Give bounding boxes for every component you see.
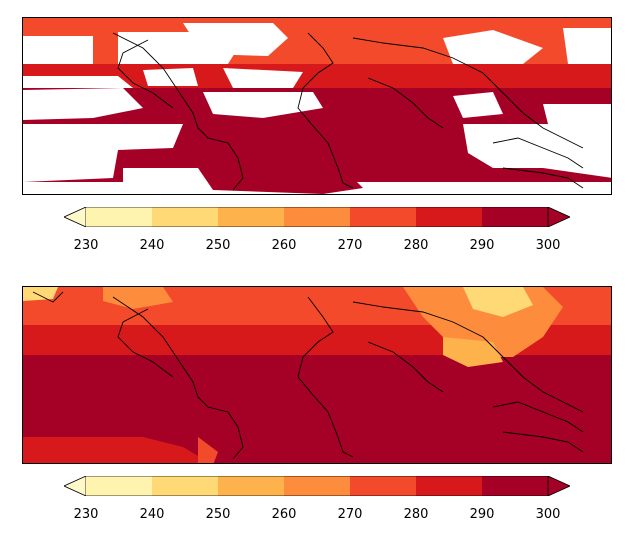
top-tick-label-6: 290 [469,238,495,253]
bottom-map-svg [23,287,611,463]
top-colorbar-tick-labels: 230 240 250 260 270 280 290 300 [64,238,570,254]
top-map-gap-13 [23,124,183,182]
bottom-tick-label-5: 280 [403,507,429,522]
bottom-map-tibet [443,337,503,367]
bottom-tick-label-4: 270 [337,507,363,522]
top-colorbar-under-arrow [64,207,87,227]
top-colorbar-bin-2 [152,207,218,227]
bottom-colorbar-bin-5 [350,476,416,496]
top-colorbar-bin-5 [350,207,416,227]
top-tick-label-7: 300 [535,238,561,253]
bottom-map-south-pacific [23,437,210,463]
top-map-gap-11 [453,92,503,118]
bottom-colorbar-tick-labels: 230 240 250 260 270 280 290 300 [64,507,570,523]
top-colorbar-bin-4 [284,207,350,227]
top-tick-label-5: 280 [403,238,429,253]
top-map-gap-9 [23,88,143,120]
top-map-band-south-extra [198,168,363,194]
bottom-map-canada [103,287,173,309]
bottom-colorbar-bin-3 [218,476,284,496]
top-map-gap-4 [443,30,543,64]
bottom-tick-label-3: 260 [271,507,297,522]
top-colorbar-over-arrow [547,207,570,227]
top-map-gap-10 [203,92,323,118]
top-map-panel [22,17,612,195]
bottom-colorbar-bin-1 [86,476,152,496]
top-colorbar [64,207,570,227]
bottom-map-coastlines [32,291,584,460]
bottom-tick-label-0: 230 [73,507,99,522]
bottom-colorbar [64,476,570,496]
bottom-map-panel [22,286,612,464]
top-colorbar-bin-7 [482,207,548,227]
top-tick-label-0: 230 [73,238,99,253]
top-tick-label-4: 270 [337,238,363,253]
bottom-tick-label-6: 290 [469,507,495,522]
top-map-gap-6 [23,76,133,88]
top-map-gap-14 [463,124,611,178]
top-map-coastlines [112,32,584,191]
bottom-map-greenland-cool [23,287,58,301]
top-colorbar-bin-3 [218,207,284,227]
top-tick-label-1: 240 [139,238,165,253]
top-map-gap-3 [183,23,288,56]
top-tick-label-3: 260 [271,238,297,253]
bottom-map-tropics [23,382,611,432]
bottom-map-south-america-tip [198,437,218,463]
top-map-gap-12 [543,104,611,124]
bottom-colorbar-over-arrow [547,476,570,496]
bottom-colorbar-bin-6 [416,476,482,496]
top-map-gap-1 [23,36,93,64]
top-map-gap-5 [563,28,611,64]
bottom-colorbar-bin-7 [482,476,548,496]
top-tick-label-2: 250 [205,238,231,253]
bottom-tick-label-7: 300 [535,507,561,522]
bottom-colorbar-under-arrow [64,476,87,496]
top-colorbar-bin-6 [416,207,482,227]
bottom-colorbar-bin-2 [152,476,218,496]
top-colorbar-bin-1 [86,207,152,227]
top-map-gap-7 [143,68,198,86]
bottom-tick-label-2: 250 [205,507,231,522]
bottom-map-asia-cool [463,287,533,317]
top-map-gap-8 [223,68,303,88]
bottom-colorbar-bin-4 [284,476,350,496]
bottom-tick-label-1: 240 [139,507,165,522]
top-map-svg [23,18,611,194]
